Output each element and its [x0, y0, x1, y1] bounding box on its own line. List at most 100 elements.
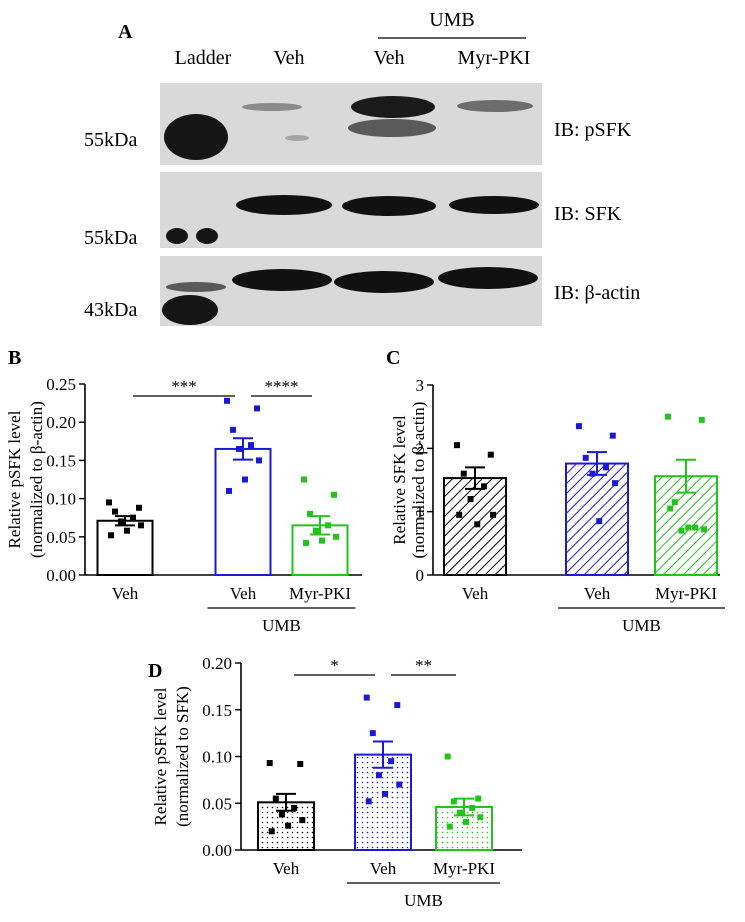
data-point: [394, 702, 401, 709]
lane-label-umb-veh: Veh: [373, 47, 404, 69]
group-label: UMB: [262, 616, 301, 635]
data-point: [444, 753, 451, 760]
data-point: [299, 817, 306, 824]
bar: [354, 753, 412, 852]
y-tick-label: 0.05: [46, 528, 76, 547]
data-point: [130, 514, 136, 521]
y-tick-label: 0.10: [202, 748, 232, 767]
data-point: [475, 795, 482, 802]
data-point: [589, 470, 596, 477]
data-point: [230, 426, 236, 433]
data-point: [254, 405, 260, 412]
data-point: [671, 499, 678, 506]
data-point: [487, 451, 494, 458]
x-tick-label: Veh: [370, 859, 397, 878]
significance-label: ****: [265, 377, 299, 396]
data-point: [248, 442, 254, 449]
x-tick-label: Veh: [584, 584, 611, 603]
marker-43kda: 43kDa: [84, 299, 137, 321]
data-point: [138, 522, 144, 529]
panel-label-b: B: [8, 347, 21, 369]
data-point: [460, 470, 467, 477]
data-point: [242, 476, 248, 483]
data-point: [582, 454, 589, 461]
data-point: [268, 828, 275, 835]
data-point: [596, 518, 603, 525]
data-point: [136, 504, 142, 511]
data-point: [477, 814, 484, 821]
data-point: [456, 511, 463, 518]
band-veh-sfk: [236, 195, 332, 215]
x-tick-label: Veh: [230, 584, 257, 603]
band-ladder-psfk: [164, 114, 228, 160]
data-point: [481, 483, 488, 490]
marker-55kda-1: 55kDa: [84, 129, 137, 151]
data-point: [272, 795, 279, 802]
data-point: [667, 505, 674, 512]
band-umb-myr-sfk: [449, 196, 539, 214]
x-tick-label: Veh: [273, 859, 300, 878]
y-tick-label: 0.00: [46, 566, 76, 585]
blot-strip-psfk: [160, 83, 542, 165]
group-label: UMB: [622, 616, 661, 635]
band-umb-veh-actin: [334, 271, 434, 293]
data-point: [664, 413, 671, 420]
data-point: [319, 537, 325, 544]
data-point: [313, 527, 319, 534]
band-umb-veh-sfk: [342, 196, 436, 216]
lane-label-veh: Veh: [273, 47, 304, 69]
panel-label-c: C: [386, 347, 400, 369]
group-label: UMB: [404, 891, 443, 910]
marker-55kda-2: 55kDa: [84, 227, 137, 249]
antibody-sfk: IB: SFK: [554, 203, 622, 225]
charts: 0.00 0.05 0.10 0.15 0.20 0.25 Relative pSFK le…: [5, 375, 725, 910]
data-point: [612, 480, 619, 487]
data-point: [685, 524, 692, 531]
band-ladder-sfk-b: [196, 228, 218, 244]
band-veh-actin: [232, 269, 332, 291]
data-point: [236, 445, 242, 452]
data-point: [575, 423, 582, 430]
blot-strip-actin: [160, 256, 542, 326]
y-tick-label: 0.25: [46, 375, 76, 394]
band-umb-myr-actin: [438, 267, 538, 289]
lane-label-ladder: Ladder: [175, 47, 232, 69]
data-point: [603, 464, 610, 471]
antibody-psfk: IB: pSFK: [554, 119, 632, 141]
panel-label-a: A: [118, 21, 133, 43]
y-axis-label-sub: (normalized to β-actin): [409, 402, 428, 559]
data-point: [450, 798, 457, 805]
significance-label: *: [330, 656, 339, 675]
x-tick-label: Myr-PKI: [289, 584, 351, 603]
data-point: [490, 511, 497, 518]
lane-label-umb-myr-pki: Myr-PKI: [458, 47, 531, 69]
data-point: [118, 518, 124, 525]
data-point: [331, 491, 337, 498]
blot-group-label: UMB: [429, 9, 475, 31]
data-point: [456, 809, 463, 816]
significance-label: ***: [171, 377, 197, 396]
band-veh-psfk-lower: [285, 135, 309, 141]
data-point: [325, 522, 331, 529]
y-tick-label: 0: [416, 566, 425, 585]
y-tick-label: 0.10: [46, 490, 76, 509]
panel-a: A UMB Ladder Veh Veh Myr-PKI 55kDa IB: p…: [84, 9, 640, 326]
data-point: [333, 533, 339, 540]
data-point: [256, 457, 262, 464]
y-tick-label: 0.20: [202, 654, 232, 673]
band-umb-veh-psfk-smear: [348, 119, 436, 137]
y-tick-label: 0.05: [202, 794, 232, 813]
band-umb-myr-psfk: [457, 100, 533, 112]
band-ladder-actin: [162, 295, 218, 325]
data-point: [678, 527, 685, 534]
data-point: [124, 527, 130, 534]
data-point: [692, 524, 699, 531]
data-point: [446, 823, 453, 830]
y-tick-label: 2: [416, 439, 425, 458]
x-tick-label: Myr-PKI: [655, 584, 717, 603]
x-tick-label: Veh: [462, 584, 489, 603]
data-point: [701, 526, 708, 533]
data-point: [285, 822, 292, 829]
data-point: [291, 804, 298, 811]
